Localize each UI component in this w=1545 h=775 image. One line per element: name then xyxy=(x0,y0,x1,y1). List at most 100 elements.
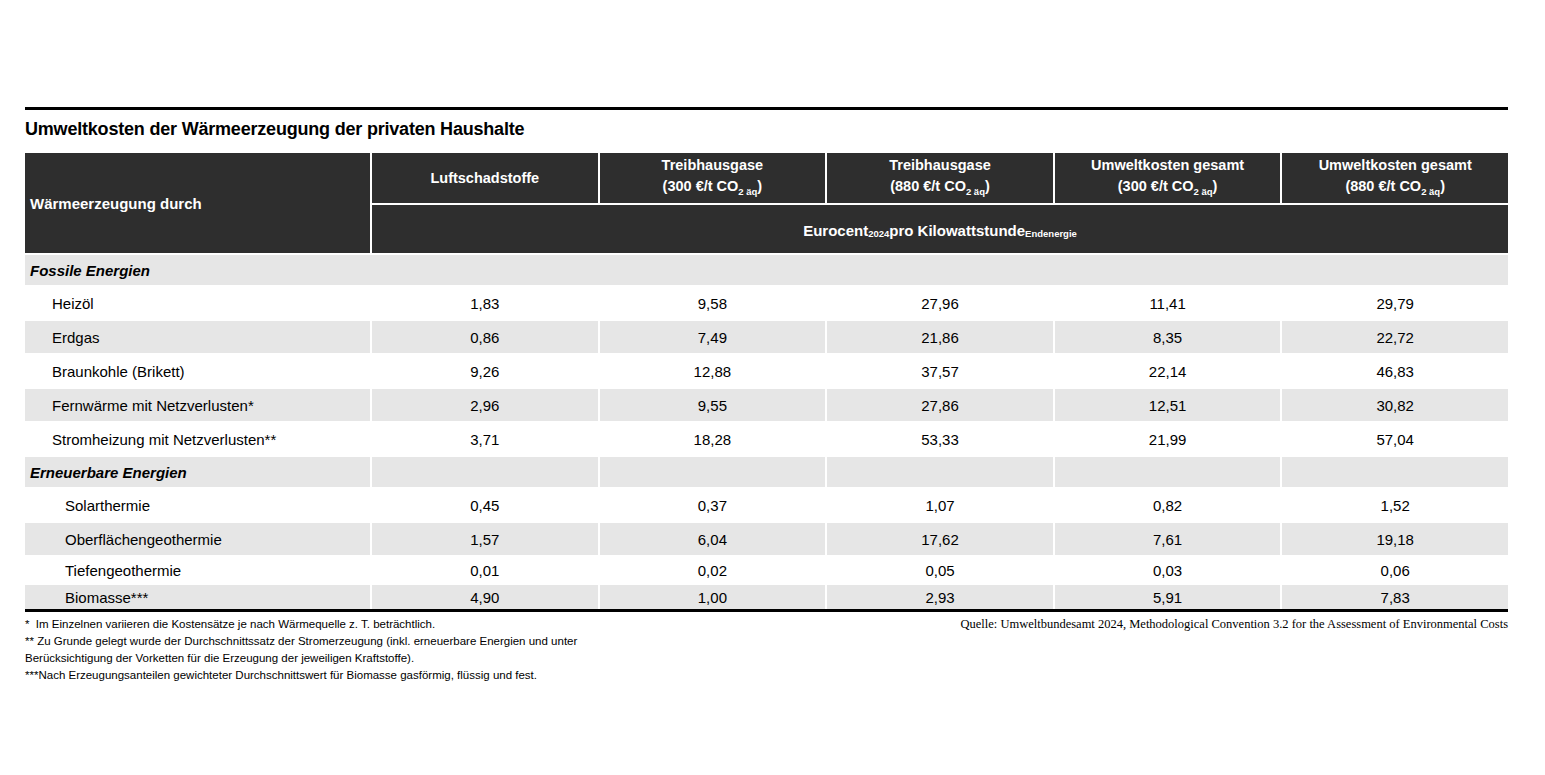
value-cell: 19,18 xyxy=(1282,523,1508,555)
table-row: Solarthermie 0,450,371,070,821,52 xyxy=(25,489,1508,521)
row-label: Oberflächengeothermie xyxy=(25,523,370,555)
value-cell: 22,72 xyxy=(1282,321,1508,353)
value-cell: 2,96 xyxy=(372,389,598,421)
column-header-cell: Umweltkosten gesamt (880 €/t CO2 äq) xyxy=(1282,153,1508,203)
corner-header-label: Wärmeerzeugung durch xyxy=(30,195,202,212)
unit-row: Eurocent2024 pro KilowattstundeEndenergi… xyxy=(372,205,1508,253)
value-cell: 27,96 xyxy=(827,287,1053,319)
value-cell: 4,90 xyxy=(372,585,598,609)
value-cell: 0,37 xyxy=(600,489,826,521)
value-cell: 9,58 xyxy=(600,287,826,319)
column-header-line2: (300 €/t CO2 äq) xyxy=(663,176,763,202)
row-label: Heizöl xyxy=(25,287,370,319)
value-cell: 3,71 xyxy=(372,423,598,455)
source-note: Quelle: Umweltbundesamt 2024, Methodolog… xyxy=(961,617,1509,632)
value-cell: 22,14 xyxy=(1055,355,1281,387)
value-cell: 1,07 xyxy=(827,489,1053,521)
figure: Umweltkosten der Wärmeerzeugung der priv… xyxy=(25,107,1508,684)
value-cell: 1,00 xyxy=(600,585,826,609)
value-cell: 1,57 xyxy=(372,523,598,555)
column-header-line2: (300 €/t CO2 äq) xyxy=(1118,176,1218,202)
section-row: Fossile Energien xyxy=(25,255,1508,285)
bottom-rule xyxy=(25,609,1508,612)
section-filler-cell xyxy=(827,457,1053,487)
table-body: Fossile Energien Heizöl 1,839,5827,9611,… xyxy=(25,255,1508,609)
column-header-line2: (880 €/t CO2 äq) xyxy=(890,176,990,202)
value-cell: 0,86 xyxy=(372,321,598,353)
value-cell: 12,51 xyxy=(1055,389,1281,421)
value-cell: 37,57 xyxy=(827,355,1053,387)
value-cell: 7,83 xyxy=(1282,585,1508,609)
table-row: Stromheizung mit Netzverlusten** 3,7118,… xyxy=(25,423,1508,455)
value-cell: 0,01 xyxy=(372,557,598,583)
column-header-cell: Treibhausgase (880 €/t CO2 äq) xyxy=(827,153,1053,203)
column-header-cell: Treibhausgase (300 €/t CO2 äq) xyxy=(600,153,826,203)
row-label: Tiefengeothermie xyxy=(25,557,370,583)
value-cell: 0,82 xyxy=(1055,489,1281,521)
value-cell: 30,82 xyxy=(1282,389,1508,421)
table-row: Fernwärme mit Netzverlusten* 2,969,5527,… xyxy=(25,389,1508,421)
row-label: Braunkohle (Brikett) xyxy=(25,355,370,387)
value-cell: 0,06 xyxy=(1282,557,1508,583)
column-header-cell: Luftschadstoffe xyxy=(372,153,598,203)
footnote-line: Berücksichtigung der Vorketten für die E… xyxy=(25,650,577,667)
footer-area: * Im Einzelnen variieren die Kostensätze… xyxy=(25,616,1508,684)
unit-text: Eurocent xyxy=(803,222,868,239)
table-row: Heizöl 1,839,5827,9611,4129,79 xyxy=(25,287,1508,319)
value-cell: 1,52 xyxy=(1282,489,1508,521)
value-cell: 9,55 xyxy=(600,389,826,421)
value-cell: 11,41 xyxy=(1055,287,1281,319)
column-header-line1: Umweltkosten gesamt xyxy=(1319,155,1472,176)
value-cell: 0,02 xyxy=(600,557,826,583)
table-row: Erdgas 0,867,4921,868,3522,72 xyxy=(25,321,1508,353)
column-header-line1: Luftschadstoffe xyxy=(430,168,539,189)
value-cell: 27,86 xyxy=(827,389,1053,421)
value-cell: 21,99 xyxy=(1055,423,1281,455)
table-row: Braunkohle (Brikett) 9,2612,8837,5722,14… xyxy=(25,355,1508,387)
footnote-line: ***Nach Erzeugungsanteilen gewichteter D… xyxy=(25,667,577,684)
value-cell: 29,79 xyxy=(1282,287,1508,319)
column-header-cell: Umweltkosten gesamt (300 €/t CO2 äq) xyxy=(1055,153,1281,203)
section-filler-cell xyxy=(600,457,826,487)
row-label: Solarthermie xyxy=(25,489,370,521)
table-header: Wärmeerzeugung durch Luftschadstoffe Tre… xyxy=(25,153,1508,253)
section-label: Erneuerbare Energien xyxy=(25,457,370,487)
column-header-line1: Treibhausgase xyxy=(662,155,764,176)
row-label: Fernwärme mit Netzverlusten* xyxy=(25,389,370,421)
table-row: Tiefengeothermie 0,010,020,050,030,06 xyxy=(25,557,1508,583)
value-cell: 8,35 xyxy=(1055,321,1281,353)
co2-aeq-subscript: 2 äq xyxy=(738,185,757,196)
co2-aeq-subscript: 2 äq xyxy=(966,185,985,196)
column-header-line1: Treibhausgase xyxy=(889,155,991,176)
value-cell: 7,61 xyxy=(1055,523,1281,555)
value-cell: 0,05 xyxy=(827,557,1053,583)
value-cell: 2,93 xyxy=(827,585,1053,609)
section-filler-cell xyxy=(1282,457,1508,487)
value-cell: 46,83 xyxy=(1282,355,1508,387)
value-cell: 21,86 xyxy=(827,321,1053,353)
value-cell: 6,04 xyxy=(600,523,826,555)
value-cell: 0,45 xyxy=(372,489,598,521)
unit-text: pro Kilowattstunde xyxy=(889,222,1025,239)
value-cell: 9,26 xyxy=(372,355,598,387)
row-label: Stromheizung mit Netzverlusten** xyxy=(25,423,370,455)
row-label: Erdgas xyxy=(25,321,370,353)
value-cell: 7,49 xyxy=(600,321,826,353)
section-filler-cell xyxy=(372,457,598,487)
value-cell: 0,03 xyxy=(1055,557,1281,583)
column-header-line1: Umweltkosten gesamt xyxy=(1091,155,1244,176)
value-cell: 53,33 xyxy=(827,423,1053,455)
section-filler-cell xyxy=(1055,457,1281,487)
column-header-line2: (880 €/t CO2 äq) xyxy=(1345,176,1445,202)
co2-aeq-subscript: 2 äq xyxy=(1194,185,1213,196)
table-row: Oberflächengeothermie 1,576,0417,627,611… xyxy=(25,523,1508,555)
table-row: Biomasse*** 4,901,002,935,917,83 xyxy=(25,585,1508,609)
value-cell: 1,83 xyxy=(372,287,598,319)
value-cell: 18,28 xyxy=(600,423,826,455)
footnote-line: ** Zu Grunde gelegt wurde der Durchschni… xyxy=(25,633,577,650)
footnotes: * Im Einzelnen variieren die Kostensätze… xyxy=(25,616,577,684)
value-cell: 5,91 xyxy=(1055,585,1281,609)
unit-subscript-endenergie: Endenergie xyxy=(1025,228,1077,239)
section-row: Erneuerbare Energien xyxy=(25,457,1508,487)
figure-title: Umweltkosten der Wärmeerzeugung der priv… xyxy=(25,119,1508,140)
